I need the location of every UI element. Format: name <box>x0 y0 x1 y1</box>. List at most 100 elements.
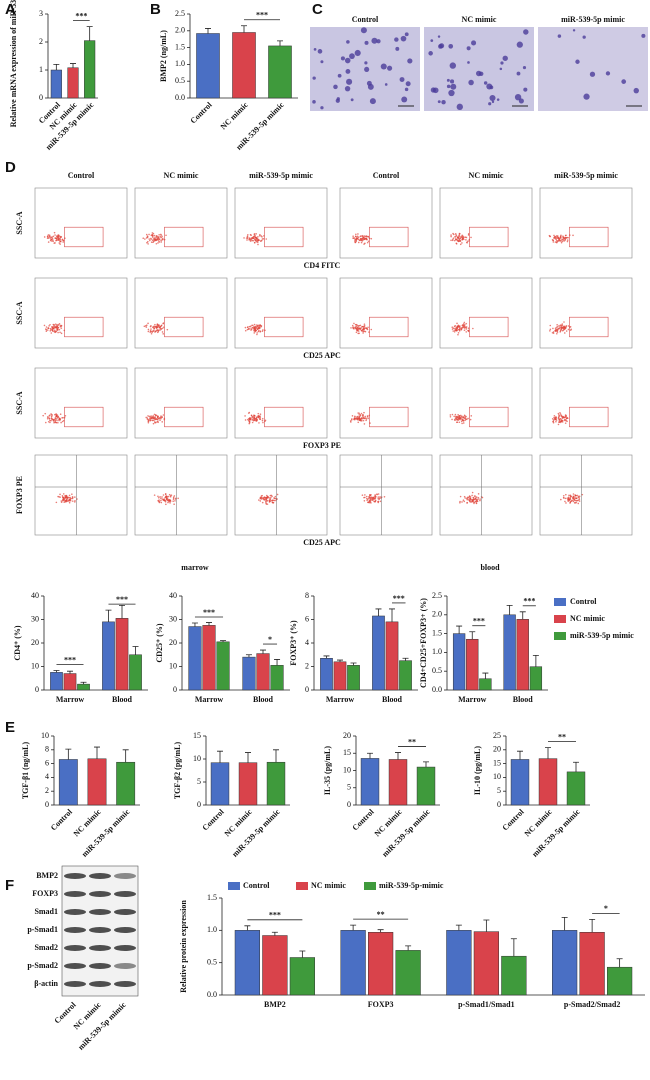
cell <box>516 41 523 48</box>
y-tick-label: 1 <box>39 65 43 74</box>
flow-plot <box>34 454 128 536</box>
flow-plot <box>439 187 533 259</box>
event-dot <box>560 234 562 237</box>
event-dot <box>259 330 262 333</box>
bar <box>516 619 529 691</box>
significance-label: *** <box>75 11 87 20</box>
gate <box>469 316 509 338</box>
event-dot <box>454 419 456 421</box>
error-bar <box>375 608 382 616</box>
event-dot <box>164 492 167 495</box>
event-dot <box>556 332 558 335</box>
event-dot <box>154 414 157 416</box>
significance-label: *** <box>64 655 76 664</box>
event-dot <box>359 235 362 238</box>
error-bar <box>616 958 623 968</box>
event-dot <box>53 329 56 332</box>
event-dot <box>50 415 53 418</box>
event-dot <box>59 496 61 498</box>
error-bar <box>519 611 526 620</box>
event-dot <box>152 422 155 425</box>
row-x-label: FOXP3 PE <box>303 441 341 450</box>
event-dot <box>54 417 57 419</box>
event-dot <box>252 327 254 329</box>
event-dot <box>471 499 474 502</box>
event-dot <box>249 325 252 328</box>
event-dot <box>58 328 61 331</box>
event-dot <box>53 231 56 234</box>
event-dot <box>254 239 257 241</box>
error-bar <box>402 657 409 661</box>
event-dot <box>360 241 363 244</box>
event-dot <box>454 238 457 240</box>
cell <box>518 98 524 104</box>
event-dot <box>153 494 156 496</box>
event-dot <box>374 494 376 496</box>
event-dot <box>51 413 53 416</box>
event-dot <box>146 236 149 239</box>
event-dot <box>62 241 64 243</box>
event-dot <box>377 496 380 498</box>
event-dot <box>578 498 581 501</box>
bar <box>63 673 77 691</box>
bar <box>579 932 605 996</box>
event-dot <box>565 330 568 332</box>
event-dot <box>452 330 454 332</box>
event-dot <box>560 415 563 417</box>
event-dot <box>551 238 554 241</box>
flow-plot <box>539 367 633 439</box>
event-dot <box>470 415 473 417</box>
y-tick-label: 10 <box>41 731 49 740</box>
event-dot <box>262 421 264 424</box>
event-dot <box>260 498 263 500</box>
event-dot <box>466 496 469 499</box>
event-dot <box>363 325 366 327</box>
cell <box>387 65 393 71</box>
y-tick-label: 0.5 <box>175 76 185 85</box>
event-dot <box>362 416 365 419</box>
event-dot <box>148 415 151 418</box>
event-dot <box>43 324 46 327</box>
event-dot <box>368 500 371 503</box>
event-dot <box>464 497 467 499</box>
event-dot <box>461 418 463 421</box>
event-dot <box>56 327 58 330</box>
cell <box>313 48 317 51</box>
gate <box>64 226 104 248</box>
event-dot <box>159 235 162 238</box>
row-y-label: SSC-A <box>15 301 24 324</box>
event-dot <box>147 415 149 417</box>
event-dot <box>462 422 465 424</box>
bar <box>84 40 96 99</box>
blot-band <box>64 981 86 987</box>
y-tick-label: 2 <box>39 37 43 46</box>
event-dot <box>572 499 574 502</box>
event-dot <box>463 325 466 328</box>
event-dot <box>261 239 263 242</box>
event-dot <box>147 421 150 424</box>
event-dot <box>62 419 65 422</box>
error-bar <box>65 748 72 760</box>
event-dot <box>461 235 464 238</box>
y-tick-label: 8 <box>45 745 49 754</box>
cell <box>456 103 463 111</box>
event-dot <box>366 499 368 502</box>
event-dot <box>458 328 461 331</box>
event-dot <box>48 325 50 327</box>
event-dot <box>60 327 63 329</box>
event-dot <box>357 421 360 424</box>
bar <box>320 658 333 691</box>
bar <box>256 653 270 691</box>
event-dot <box>566 497 569 499</box>
event-dot <box>58 322 61 325</box>
event-dot <box>161 416 163 418</box>
event-dot <box>161 237 164 240</box>
event-dot <box>159 496 161 498</box>
event-dot <box>249 233 252 236</box>
y-tick-label: 0.5 <box>207 957 217 966</box>
event-dot <box>557 423 560 426</box>
event-dot <box>479 498 481 500</box>
event-dot <box>362 419 365 422</box>
bar <box>552 930 578 996</box>
event-dot <box>561 240 563 243</box>
